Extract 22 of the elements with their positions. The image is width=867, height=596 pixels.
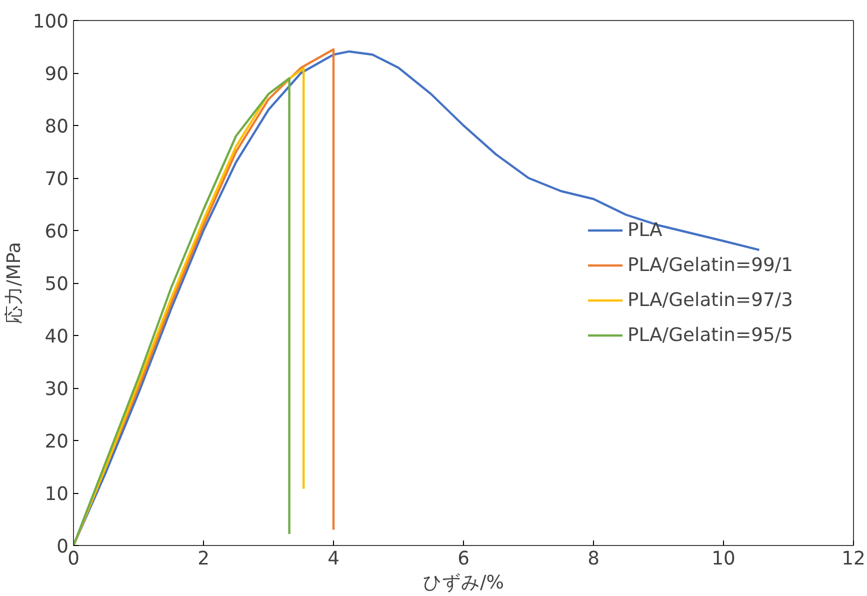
legend-label: PLA/Gelatin=97/3: [627, 290, 793, 310]
y-tick-label: 20: [44, 432, 69, 452]
y-tick-label: 70: [44, 169, 69, 190]
x-tick-label: 12: [842, 548, 866, 570]
legend-label: PLA: [627, 220, 662, 240]
x-axis-title: ひずみ/%: [422, 572, 504, 594]
x-tick-label: 6: [458, 548, 470, 570]
x-tick-label: 4: [328, 548, 340, 570]
legend-label: PLA/Gelatin=99/1: [627, 254, 793, 276]
x-tick-label: 2: [198, 548, 210, 570]
x-tick-label: 10: [712, 548, 736, 570]
y-tick-label: 80: [44, 116, 69, 138]
y-axis-title: 応力/MPa: [2, 242, 25, 324]
y-tick-label: 10: [44, 484, 69, 505]
y-tick-label: 60: [44, 222, 69, 242]
y-tick-label: 30: [44, 379, 69, 400]
y-tick-label: 50: [44, 274, 69, 295]
y-tick-label: 40: [44, 326, 69, 348]
legend-label: PLA/Gelatin=95/5: [627, 324, 793, 346]
x-tick-label: 8: [588, 548, 600, 570]
y-tick-label: 90: [44, 64, 69, 85]
y-tick-label: 100: [32, 12, 68, 32]
